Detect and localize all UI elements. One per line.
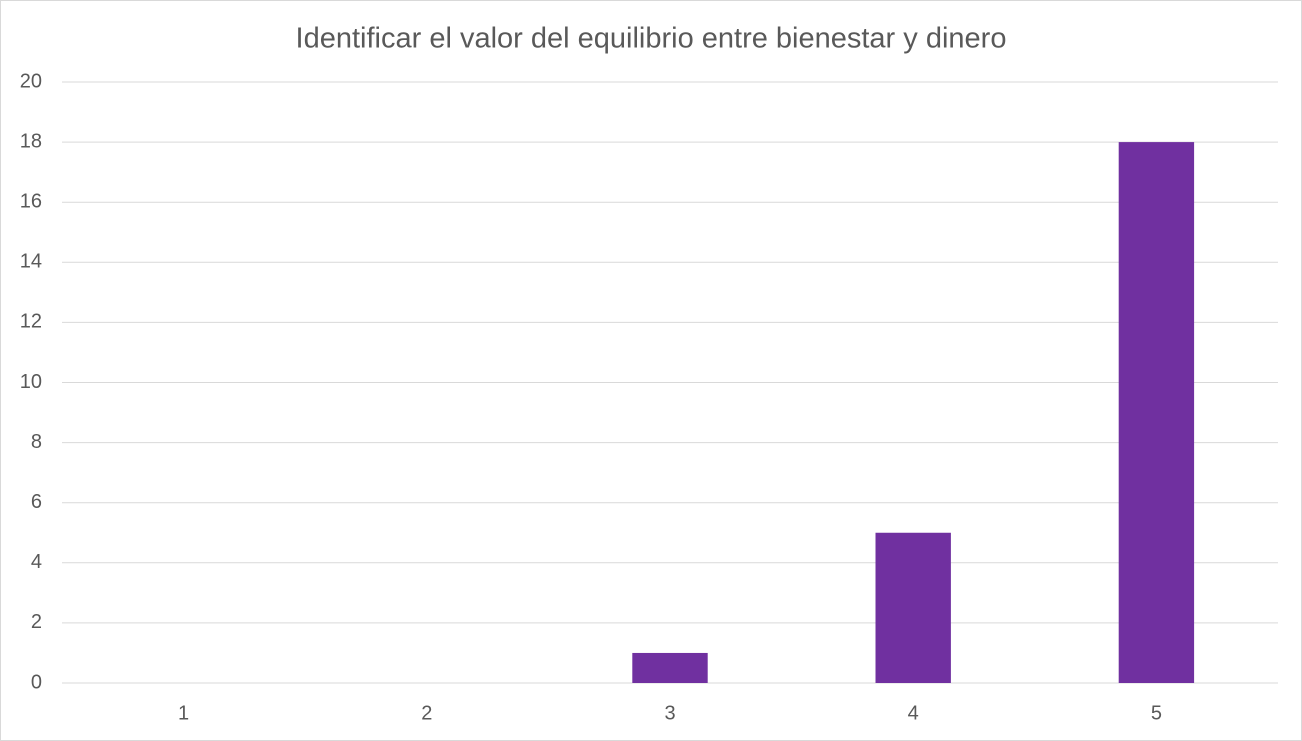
x-tick-label: 3: [664, 702, 675, 724]
y-tick-label: 8: [31, 431, 42, 453]
y-tick-label: 20: [20, 70, 42, 92]
y-tick-label: 12: [20, 311, 42, 333]
x-tick-label: 4: [908, 702, 919, 724]
x-tick-label: 2: [421, 702, 432, 724]
bar: [1118, 142, 1195, 684]
y-tick-label: 6: [31, 491, 42, 513]
y-tick-label: 0: [31, 671, 42, 693]
y-tick-label: 18: [20, 130, 42, 152]
y-tick-label: 14: [20, 251, 42, 273]
y-tick-label: 2: [31, 611, 42, 633]
bar: [632, 652, 708, 683]
y-tick-label: 16: [20, 190, 42, 212]
y-tick-label: 4: [31, 551, 42, 573]
y-tick-label: 10: [20, 371, 42, 393]
chart-title: Identificar el valor del equilibrio entr…: [296, 23, 1007, 55]
x-tick-label: 5: [1151, 702, 1162, 724]
x-tick-label: 1: [178, 702, 189, 724]
bar: [875, 532, 951, 683]
